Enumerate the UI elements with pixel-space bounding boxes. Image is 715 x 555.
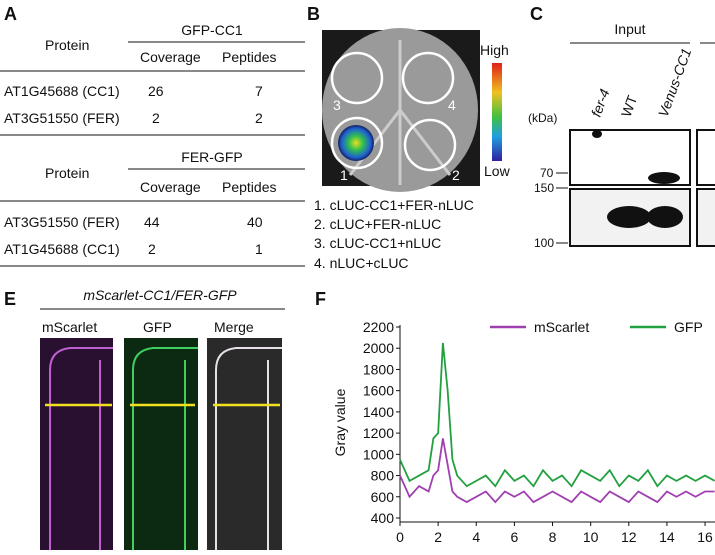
- cell: 2: [255, 110, 263, 126]
- series-line: [399, 438, 715, 504]
- marker-label: 70: [540, 166, 554, 180]
- x-tick-label: 16: [697, 529, 713, 545]
- y-tick-label: 1600: [363, 383, 394, 399]
- y-tick-label: 2000: [363, 340, 394, 356]
- lane-label: Venus-CC1: [655, 46, 695, 119]
- x-tick-label: 10: [583, 529, 599, 545]
- y-tick-label: 1200: [363, 425, 394, 441]
- cell: 26: [148, 83, 164, 99]
- y-tick-label: 400: [371, 510, 395, 526]
- y-tick-label: 2200: [363, 319, 394, 335]
- legend-item: 2. cLUC+FER-nLUC: [314, 216, 441, 232]
- channel-label: Merge: [214, 319, 254, 335]
- y-tick-label: 600: [371, 489, 395, 505]
- header: Coverage: [140, 179, 201, 195]
- lane-label: WT: [618, 93, 641, 119]
- colorbar-label: Low: [484, 163, 511, 179]
- cell: AT3G51550 (FER): [4, 214, 120, 230]
- legend-label: GFP: [674, 319, 703, 335]
- x-tick-label: 8: [549, 529, 557, 545]
- leaf-vein: [348, 40, 452, 185]
- cell: AT3G51550 (FER): [4, 110, 120, 126]
- marker-label: 150: [534, 181, 554, 195]
- header: Peptides: [222, 49, 276, 65]
- unit-label: (kDa): [528, 111, 557, 125]
- group-label: Input: [614, 21, 645, 37]
- legend-item: 4. nLUC+cLUC: [314, 255, 409, 271]
- band: [648, 172, 680, 184]
- band: [607, 206, 651, 228]
- panel-label: F: [315, 289, 326, 309]
- x-tick-label: 12: [621, 529, 637, 545]
- x-tick-label: 14: [659, 529, 675, 545]
- colorbar-label: High: [480, 42, 509, 58]
- marker-label: 100: [534, 236, 554, 250]
- cell: AT1G45688 (CC1): [4, 83, 120, 99]
- header: FER-GFP: [181, 149, 242, 165]
- micrographs: [40, 338, 282, 550]
- band: [592, 130, 602, 138]
- y-tick-label: 1400: [363, 404, 394, 420]
- spots: [330, 51, 457, 172]
- y-tick-label: 1000: [363, 446, 394, 462]
- x-tick-label: 0: [396, 529, 404, 545]
- spot-label: 1: [340, 167, 348, 183]
- cell: 44: [144, 214, 160, 230]
- y-tick-label: 1800: [363, 361, 394, 377]
- header: Coverage: [140, 49, 201, 65]
- legend-item: 1. cLUC-CC1+FER-nLUC: [314, 197, 474, 213]
- x-tick-label: 6: [511, 529, 519, 545]
- channel-label: mScarlet: [42, 319, 97, 335]
- band: [647, 206, 683, 228]
- blot: [696, 129, 715, 186]
- chart: 400 600 800 1000 1200 1400 1600 1800 2000 2200 0 2 4…: [332, 319, 715, 555]
- header: GFP-CC1: [181, 22, 243, 38]
- header: Peptides: [222, 179, 276, 195]
- x-tick-label: 2: [434, 529, 442, 545]
- legend-item: 3. cLUC-CC1+nLUC: [314, 235, 441, 251]
- cell: 2: [148, 241, 156, 257]
- cell: AT1G45688 (CC1): [4, 241, 120, 257]
- spot-label: 2: [452, 167, 460, 183]
- panel-label: B: [307, 4, 320, 24]
- luminescence: [338, 125, 374, 161]
- cell: 2: [152, 110, 160, 126]
- spot-label: 4: [448, 97, 456, 113]
- series-line: [399, 342, 715, 488]
- legend-label: mScarlet: [534, 319, 589, 335]
- panel-title: mScarlet-CC1/FER-GFP: [83, 287, 237, 303]
- lane-label: fer-4: [588, 87, 613, 119]
- x-tick-label: 4: [472, 529, 480, 545]
- panel-label: E: [4, 289, 16, 309]
- panel-label: A: [4, 4, 17, 24]
- cell: 40: [247, 214, 263, 230]
- colorbar: [492, 63, 502, 161]
- y-tick-label: 800: [371, 468, 395, 484]
- y-axis-label: Gray value: [332, 388, 348, 456]
- cell: 7: [255, 83, 263, 99]
- cell: 1: [255, 241, 263, 257]
- blot: [696, 188, 715, 247]
- spot-label: 3: [333, 97, 341, 113]
- channel-label: GFP: [143, 319, 172, 335]
- header: Protein: [45, 37, 89, 53]
- panel-label: C: [530, 4, 543, 24]
- header: Protein: [45, 165, 89, 181]
